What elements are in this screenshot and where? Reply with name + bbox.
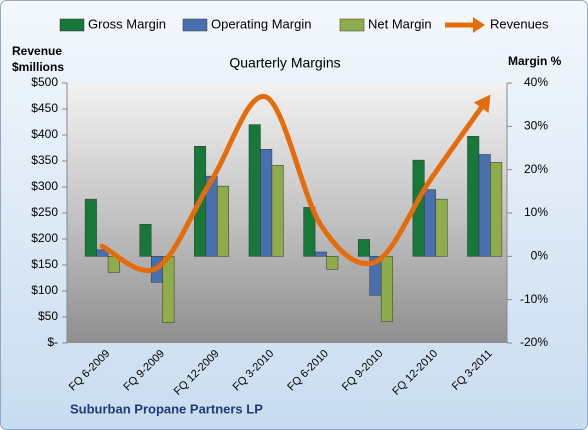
y2-tick-label: 0%	[531, 249, 549, 263]
y2-tick-label: -10%	[520, 292, 548, 306]
bar	[84, 198, 97, 257]
chart-title: Quarterly Margins	[229, 55, 340, 71]
y-tick-label: $400	[31, 127, 58, 141]
y-tick-label: $500	[31, 75, 58, 89]
bar	[424, 189, 437, 257]
y-axis-title: Revenue	[12, 44, 62, 58]
y-tick-label: $150	[31, 257, 58, 271]
bar	[380, 256, 393, 322]
arrow-head	[473, 94, 491, 113]
bar	[260, 149, 273, 257]
line	[99, 94, 488, 273]
legend-label: Net Margin	[368, 16, 432, 31]
y2-tick-label: 10%	[524, 205, 548, 219]
y2-tick-label: 30%	[524, 119, 548, 133]
bar	[139, 224, 152, 257]
y-tick-label: $350	[31, 153, 58, 167]
legend-marker	[473, 17, 485, 33]
legend-marker	[339, 18, 365, 32]
footer: Suburban Propane Partners LP	[70, 401, 263, 416]
y-tick-label: $-	[47, 335, 58, 349]
legend-marker	[59, 18, 85, 32]
y-tick-label: $50	[38, 309, 58, 323]
y2-tick-label: 20%	[524, 162, 548, 176]
legend-label: Revenues	[490, 16, 549, 31]
bar	[478, 154, 491, 257]
y-axis-title: $millions	[12, 60, 64, 74]
y-tick-label: $450	[31, 101, 58, 115]
bar	[467, 136, 480, 257]
bar	[326, 256, 339, 270]
legend-label: Gross Margin	[88, 16, 166, 31]
bar	[303, 207, 316, 257]
bar	[248, 124, 261, 257]
bar	[314, 251, 327, 257]
bar	[162, 256, 175, 323]
bar	[96, 249, 109, 257]
bar	[271, 165, 284, 257]
y-tick-label: $200	[31, 231, 58, 245]
y-tick-label: $100	[31, 283, 58, 297]
y2-tick-label: -20%	[520, 335, 548, 349]
y2-tick-label: 40%	[524, 75, 548, 89]
legend-marker	[182, 18, 208, 32]
bar	[217, 185, 230, 257]
bar	[435, 198, 448, 257]
y2-axis-title: Margin %	[508, 54, 562, 68]
bar	[490, 162, 503, 257]
y-tick-label: $300	[31, 179, 58, 193]
bar	[357, 239, 370, 257]
y-tick-label: $250	[31, 205, 58, 219]
legend-label: Operating Margin	[211, 16, 311, 31]
